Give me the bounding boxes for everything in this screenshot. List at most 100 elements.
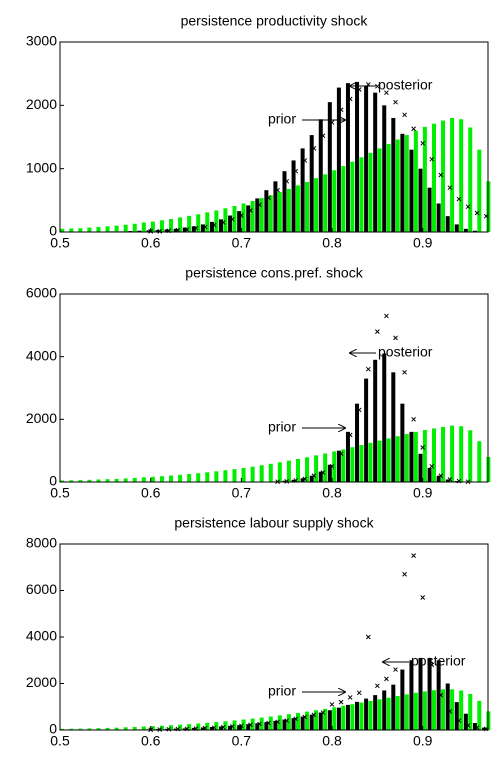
marker-x <box>411 553 416 558</box>
bar <box>463 228 468 232</box>
chart-title: persistence labour supply shock <box>174 515 374 531</box>
bar <box>368 700 373 730</box>
bar <box>105 479 110 482</box>
bar <box>359 157 364 232</box>
bar <box>232 469 237 482</box>
marker-x <box>320 710 326 715</box>
bar <box>123 727 128 730</box>
bar <box>87 227 92 232</box>
y-tick-label: 0 <box>49 473 57 489</box>
marker-x <box>356 87 362 92</box>
marker-x <box>184 227 190 232</box>
bar <box>150 476 155 482</box>
bar <box>286 188 291 232</box>
bar <box>463 713 468 730</box>
y-tick-label: 0 <box>49 721 57 737</box>
bar <box>395 436 400 482</box>
bar <box>259 198 264 232</box>
bar <box>164 229 169 232</box>
annotation: posterior <box>378 344 433 360</box>
bar <box>155 230 160 232</box>
bar <box>209 726 214 730</box>
x-tick-label: 0.5 <box>50 733 70 749</box>
bar <box>182 728 187 730</box>
bar <box>341 705 346 730</box>
marker-x <box>193 225 199 231</box>
x-tick-label: 0.9 <box>413 235 433 251</box>
bar <box>422 126 427 232</box>
bar <box>350 704 355 730</box>
bar <box>441 120 446 232</box>
marker-x <box>456 196 462 202</box>
chart-title: persistence cons.pref. shock <box>185 265 363 281</box>
bar <box>395 696 400 730</box>
marker-x <box>248 722 253 728</box>
x-tick-label: 0.6 <box>141 733 161 749</box>
bar <box>400 403 405 482</box>
marker-x <box>275 187 280 193</box>
bar <box>123 478 128 482</box>
marker-x <box>402 571 407 577</box>
bar <box>182 227 187 232</box>
bar <box>123 224 128 232</box>
bar <box>309 714 314 730</box>
y-tick-label: 0 <box>49 223 57 239</box>
bar <box>404 694 409 730</box>
marker-x <box>220 220 226 225</box>
bar <box>295 185 300 232</box>
bar <box>418 657 423 730</box>
bar <box>332 707 337 730</box>
bar <box>350 161 355 232</box>
x-tick-label: 0.6 <box>141 485 161 501</box>
y-tick-label: 3000 <box>26 33 57 49</box>
marker-x <box>302 158 308 163</box>
marker-x <box>384 313 389 319</box>
bar <box>295 458 300 482</box>
marker-x <box>375 683 380 689</box>
bar <box>391 118 396 232</box>
bar <box>268 716 273 730</box>
bar <box>250 200 255 232</box>
bar <box>327 464 332 482</box>
bar <box>477 149 482 232</box>
marker-x <box>411 126 416 132</box>
bar <box>214 210 219 232</box>
bar <box>327 102 332 233</box>
bar <box>355 81 360 233</box>
bar <box>105 226 110 232</box>
bar <box>214 471 219 482</box>
bar <box>141 222 146 232</box>
bar <box>323 174 328 232</box>
bar <box>273 181 278 232</box>
marker-x <box>365 634 371 640</box>
bar <box>295 712 300 730</box>
bar <box>409 149 414 232</box>
bar <box>422 429 427 482</box>
bar <box>450 425 455 482</box>
y-tick-label: 6000 <box>26 581 57 597</box>
bar <box>205 212 210 232</box>
bar <box>314 455 319 482</box>
x-tick-label: 0.7 <box>232 485 252 501</box>
bar <box>232 720 237 730</box>
marker-x <box>284 178 290 184</box>
bar <box>159 476 164 482</box>
marker-x <box>474 725 480 731</box>
bar <box>250 466 255 482</box>
bar <box>386 697 391 730</box>
bar <box>445 683 450 730</box>
bar <box>259 465 264 482</box>
bar <box>427 467 432 482</box>
marker-x <box>229 216 235 222</box>
marker-x <box>211 222 217 228</box>
bar <box>187 724 192 730</box>
bar <box>282 171 287 232</box>
bar <box>105 727 110 730</box>
bar <box>78 228 83 232</box>
marker-x <box>438 473 444 479</box>
bar <box>309 475 314 482</box>
bar <box>345 431 350 482</box>
marker-x <box>266 195 271 201</box>
bar <box>400 133 405 232</box>
marker-x <box>447 477 453 482</box>
